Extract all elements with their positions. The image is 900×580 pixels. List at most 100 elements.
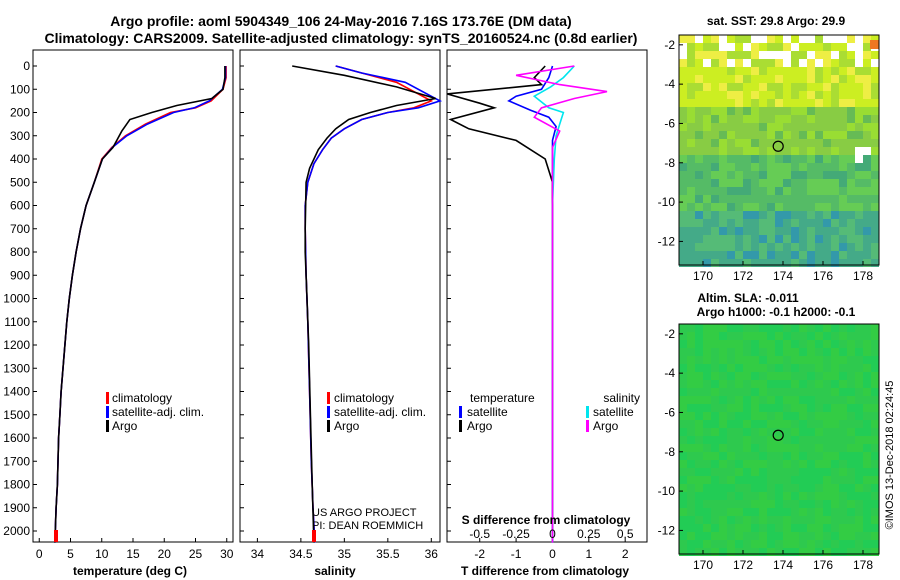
map-cell [767, 388, 775, 396]
map-cell [823, 516, 831, 524]
x-tick-label: -2 [474, 547, 485, 561]
map-cell [703, 107, 711, 115]
map-cell [719, 91, 727, 99]
map-cell [743, 35, 751, 43]
map-cell [711, 412, 719, 420]
map-cell [847, 187, 855, 195]
map-cell [703, 428, 711, 436]
map-y-tick-label: -2 [664, 327, 675, 341]
map-cell [703, 163, 711, 171]
map-cell [815, 548, 823, 556]
map-cell [759, 155, 767, 163]
map-cell [695, 83, 703, 91]
map-cell [807, 436, 815, 444]
x-tick-label: 35 [338, 547, 352, 561]
map-cell [855, 75, 863, 83]
map-cell [743, 540, 751, 548]
map-cell [839, 259, 847, 267]
map-cell [823, 372, 831, 380]
map-cell [791, 59, 799, 67]
map-cell [791, 324, 799, 332]
map-cell [679, 460, 687, 468]
map-cell [687, 99, 695, 107]
map-cell [751, 35, 759, 43]
map-cell [823, 388, 831, 396]
map-cell [735, 364, 743, 372]
legend-salinity-title: salinity [603, 391, 640, 405]
map-cell [767, 460, 775, 468]
map-cell [711, 452, 719, 460]
map-cell [799, 139, 807, 147]
map-cell [775, 123, 783, 131]
map-cell [727, 484, 735, 492]
map-cell [719, 500, 727, 508]
map-cell [711, 99, 719, 107]
map-cell [847, 500, 855, 508]
map-cell [863, 436, 871, 444]
map-cell [751, 195, 759, 203]
map-cell [831, 404, 839, 412]
map-cell [791, 388, 799, 396]
map-cell [775, 163, 783, 171]
map-cell [719, 444, 727, 452]
map-cell [791, 211, 799, 219]
map-cell [743, 259, 751, 267]
map-cell [695, 372, 703, 380]
map-cell [871, 195, 879, 203]
map-cell [727, 251, 735, 259]
map-cell [759, 163, 767, 171]
map-cell [783, 324, 791, 332]
map-cell [743, 380, 751, 388]
map-cell [823, 219, 831, 227]
map-cell [847, 35, 855, 43]
map-cell [743, 396, 751, 404]
map-cell [751, 428, 759, 436]
map-cell [791, 131, 799, 139]
map-cell [799, 227, 807, 235]
map-cell [799, 219, 807, 227]
map-cell [791, 380, 799, 388]
map-cell [791, 123, 799, 131]
map-cell [695, 388, 703, 396]
map-cell [807, 67, 815, 75]
map-cell [831, 235, 839, 243]
map-cell [863, 115, 871, 123]
map-cell [863, 203, 871, 211]
legend-swatch-s-satellite [586, 406, 589, 418]
map-cell [863, 348, 871, 356]
credit-label: ©IMOS 13-Dec-2018 02:24:45 [884, 381, 896, 530]
map-cell [727, 356, 735, 364]
map-cell [871, 91, 879, 99]
map-cell [719, 211, 727, 219]
map-cell [679, 43, 687, 51]
map-cell [759, 372, 767, 380]
map-cell [783, 484, 791, 492]
map-cell [863, 99, 871, 107]
map-cell [759, 219, 767, 227]
map-cell [703, 412, 711, 420]
map-cell [799, 155, 807, 163]
map-cell [871, 59, 879, 67]
map-cell [719, 75, 727, 83]
map-cell [799, 460, 807, 468]
map-cell [751, 404, 759, 412]
map-cell [799, 324, 807, 332]
x-tick-label: 2 [622, 547, 629, 561]
map-cell [695, 460, 703, 468]
map-cell [775, 428, 783, 436]
map-cell [783, 147, 791, 155]
map-cell [695, 500, 703, 508]
map-cell [743, 251, 751, 259]
map-cell [831, 147, 839, 155]
map-cell [871, 259, 879, 267]
map-cell [743, 67, 751, 75]
map-cell [799, 35, 807, 43]
map-cell [735, 508, 743, 516]
map-cell [695, 380, 703, 388]
map-cell [759, 412, 767, 420]
map-cell [695, 171, 703, 179]
y-tick-label: 1800 [3, 478, 30, 492]
map-cell [727, 340, 735, 348]
map-cell [831, 219, 839, 227]
map-cell [855, 516, 863, 524]
